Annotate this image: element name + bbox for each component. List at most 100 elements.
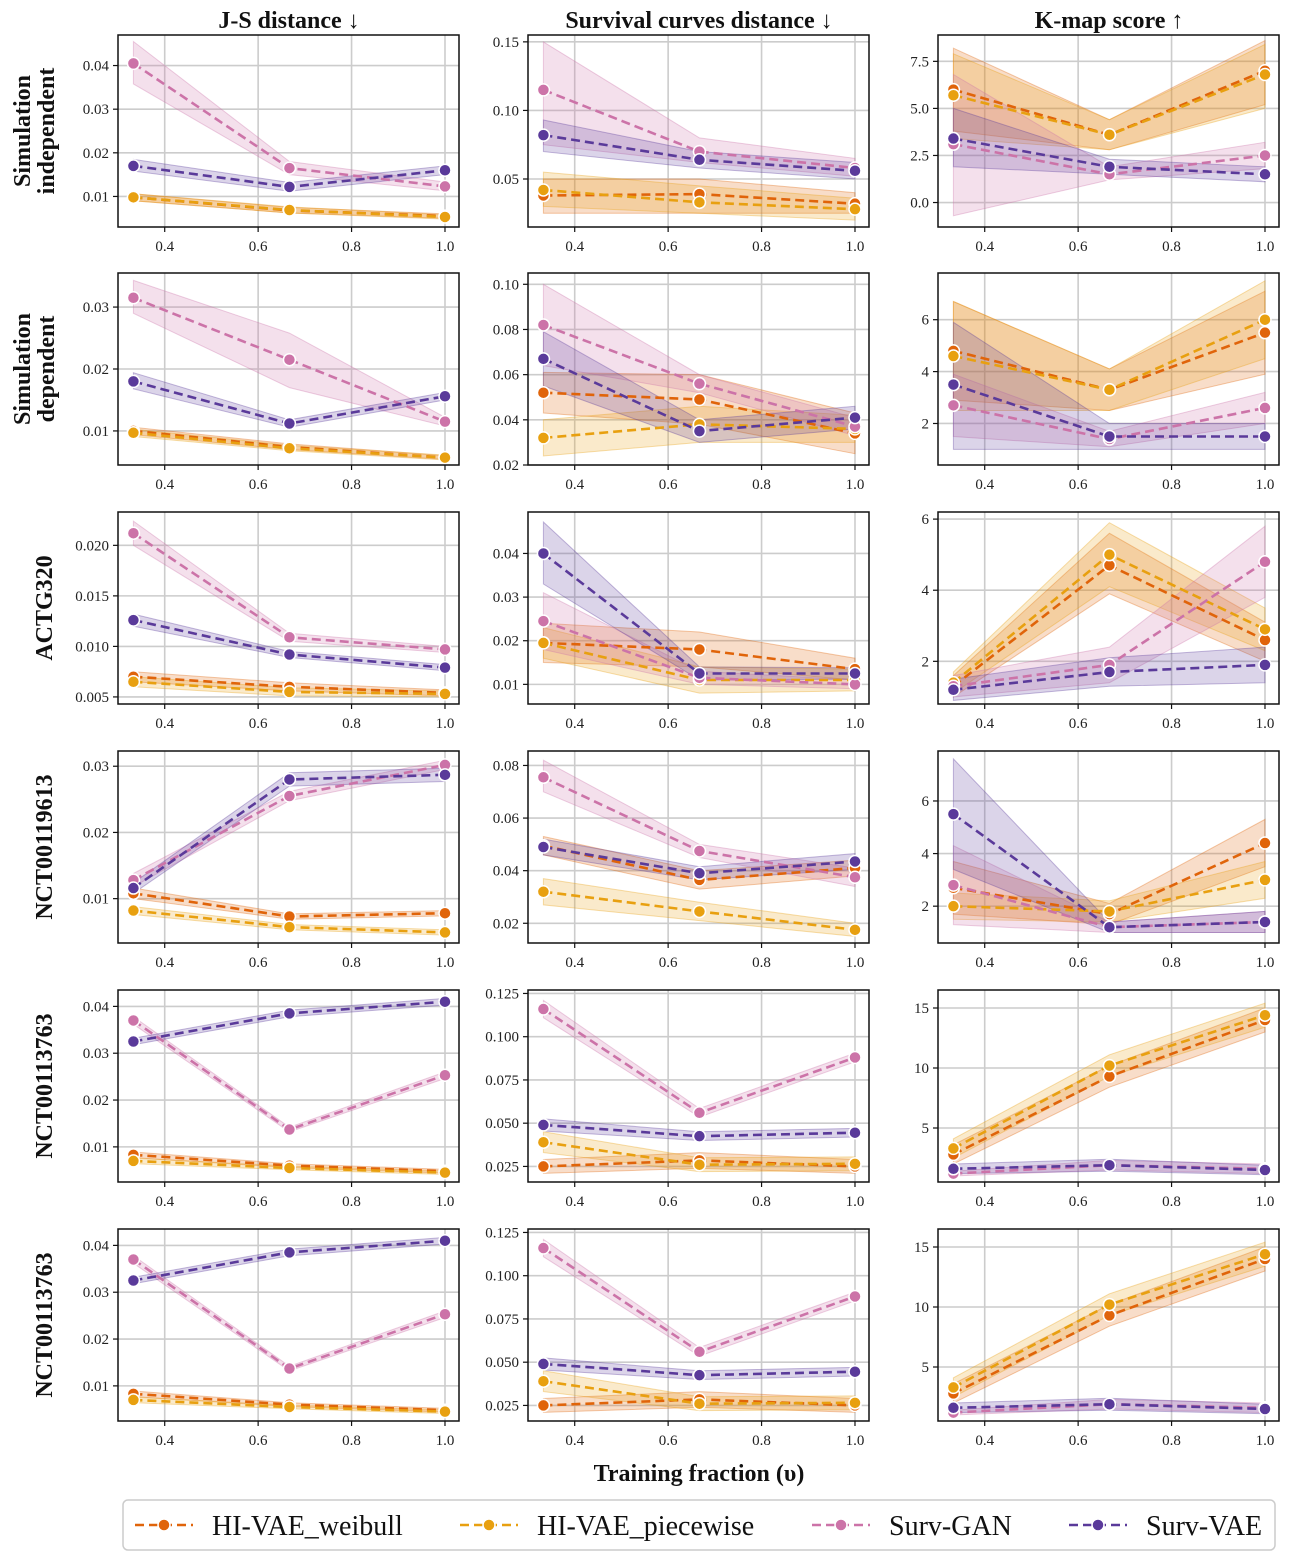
point-surv-gan <box>536 770 551 785</box>
point-surv-gan <box>126 56 141 71</box>
plot-area <box>126 279 452 465</box>
y-tick-label: 0.01 <box>83 1379 109 1395</box>
point-hi-vae-piecewise <box>946 349 961 363</box>
x-tick-label: 0.4 <box>975 716 994 732</box>
point-hi-vae-piecewise <box>126 903 141 918</box>
line-surv-gan <box>542 323 856 428</box>
point-surv-vae <box>536 352 551 366</box>
panel-r3-c0: 0.4 0.6 0.8 1.0 0.01 0.02 0.03 <box>83 750 460 971</box>
point-surv-gan <box>126 1013 141 1028</box>
point-surv-gan <box>438 1068 452 1082</box>
point-hi-vae-piecewise <box>946 899 961 913</box>
legend-label-surv-gan: Surv-GAN <box>889 1511 1012 1542</box>
x-tick-label: 0.8 <box>342 1433 361 1449</box>
point-surv-vae <box>438 660 452 675</box>
panel-r1-c1: 0.4 0.6 0.8 1.0 0.02 0.04 0.06 0.08 0.10 <box>493 272 870 493</box>
point-hi-vae-weibull <box>692 392 707 407</box>
point-surv-vae <box>848 1125 862 1140</box>
band-surv-gan <box>542 999 856 1118</box>
point-hi-vae-piecewise <box>1258 67 1272 82</box>
point-surv-vae <box>848 666 862 681</box>
x-tick-label: 1.0 <box>846 1433 865 1449</box>
point-hi-vae-piecewise <box>1258 1008 1272 1022</box>
x-tick-label: 1.0 <box>436 1433 455 1449</box>
point-surv-vae <box>282 1006 297 1021</box>
point-surv-gan <box>126 1252 141 1267</box>
x-tick-label: 1.0 <box>846 955 865 971</box>
line-surv-gan <box>542 1007 856 1115</box>
band-surv-gan <box>542 1238 856 1357</box>
x-tick-label: 0.8 <box>342 716 361 732</box>
panel-r5-c2: 0.4 0.6 0.8 1.0 5 10 15 <box>914 1228 1280 1449</box>
y-tick-label: 0.02 <box>493 916 519 932</box>
x-tick-label: 1.0 <box>1256 239 1275 255</box>
plot-area <box>126 758 452 940</box>
y-tick-label: 4 <box>922 583 930 599</box>
x-tick-label: 1.0 <box>436 239 455 255</box>
point-hi-vae-piecewise <box>126 1154 141 1168</box>
panel-frame <box>937 272 1280 466</box>
point-surv-vae <box>1102 160 1117 174</box>
panel-frame <box>527 750 870 944</box>
point-surv-vae <box>126 374 141 389</box>
panel-r4-c0: 0.4 0.6 0.8 1.0 0.01 0.02 0.03 0.04 <box>83 989 460 1210</box>
x-tick-label: 0.6 <box>659 239 678 255</box>
point-hi-vae-weibull <box>438 906 452 920</box>
x-tick-label: 0.6 <box>659 1433 678 1449</box>
plot-area <box>126 1233 452 1419</box>
y-tick-label: 0.04 <box>493 864 520 880</box>
y-tick-label: 2.5 <box>910 148 929 164</box>
x-tick-label: 0.4 <box>975 955 994 971</box>
x-tick-label: 0.6 <box>249 239 268 255</box>
y-tick-label: 0.04 <box>493 546 520 562</box>
y-tick-label: 2 <box>922 416 930 432</box>
x-tick-label: 0.8 <box>342 955 361 971</box>
panel-r5-c0: 0.4 0.6 0.8 1.0 0.01 0.02 0.03 0.04 <box>83 1228 460 1449</box>
point-surv-vae <box>438 768 452 782</box>
point-hi-vae-piecewise <box>692 195 707 210</box>
y-tick-label: 0.10 <box>493 103 519 119</box>
point-surv-gan <box>946 398 961 413</box>
y-tick-label: 0.010 <box>75 639 109 655</box>
point-hi-vae-piecewise <box>1258 622 1272 637</box>
point-hi-vae-piecewise <box>848 202 862 216</box>
x-tick-label: 0.8 <box>752 1433 771 1449</box>
band-hi-vae-piecewise <box>952 860 1266 923</box>
point-surv-gan <box>126 291 141 305</box>
y-tick-label: 0.03 <box>83 300 109 316</box>
row-label-2: ACTG320 <box>32 555 58 660</box>
point-surv-vae <box>1102 1158 1117 1172</box>
x-tick-label: 0.4 <box>155 955 174 971</box>
y-tick-label: 4 <box>922 847 930 863</box>
point-surv-vae <box>946 131 961 146</box>
panel-frame <box>937 1228 1280 1422</box>
panel-frame <box>117 750 460 944</box>
x-tick-label: 0.4 <box>975 477 994 493</box>
panel-r5-c1: 0.4 0.6 0.8 1.0 0.025 0.050 0.075 0.100 0.125 <box>485 1225 870 1449</box>
point-surv-gan <box>536 1241 551 1255</box>
point-hi-vae-piecewise <box>1102 383 1117 397</box>
point-surv-gan <box>536 318 551 332</box>
point-surv-gan <box>438 414 452 429</box>
point-hi-vae-weibull <box>536 1398 551 1413</box>
x-tick-label: 0.4 <box>565 1194 584 1210</box>
point-surv-vae <box>946 807 961 821</box>
x-tick-label: 0.4 <box>155 239 174 255</box>
point-surv-vae <box>438 1233 452 1248</box>
panel-r0-c1: 0.4 0.6 0.8 1.0 0.05 0.10 0.15 <box>493 34 870 255</box>
point-surv-vae <box>1258 429 1272 444</box>
column-titles: J-S distance ↓ Survival curves distance … <box>218 8 1183 34</box>
band-hi-vae-weibull <box>542 371 856 455</box>
point-surv-vae <box>946 377 961 392</box>
panel-r2-c1: 0.4 0.6 0.8 1.0 0.01 0.02 0.03 0.04 <box>493 511 870 732</box>
point-surv-gan <box>1258 555 1272 569</box>
point-hi-vae-piecewise <box>438 1165 452 1180</box>
band-surv-vae <box>132 767 446 895</box>
y-tick-label: 0.02 <box>83 825 109 841</box>
x-tick-label: 0.8 <box>342 477 361 493</box>
point-surv-vae <box>536 546 551 561</box>
x-tick-label: 1.0 <box>1256 477 1275 493</box>
x-tick-label: 0.8 <box>342 239 361 255</box>
point-hi-vae-piecewise <box>282 920 297 934</box>
plot-area <box>536 1238 862 1413</box>
